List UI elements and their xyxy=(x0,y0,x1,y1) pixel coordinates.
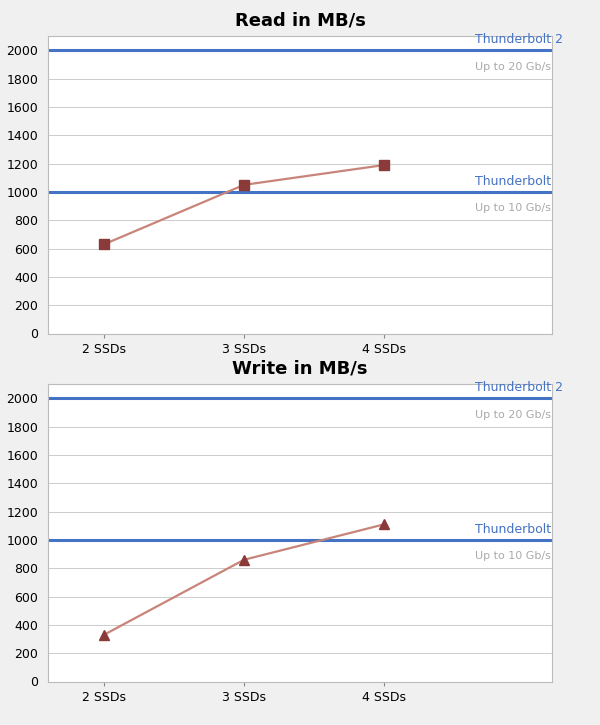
Text: Up to 20 Gb/s: Up to 20 Gb/s xyxy=(475,62,551,72)
Text: Thunderbolt: Thunderbolt xyxy=(475,175,551,188)
Text: Up to 20 Gb/s: Up to 20 Gb/s xyxy=(475,410,551,420)
Text: Up to 10 Gb/s: Up to 10 Gb/s xyxy=(475,203,551,213)
Text: Up to 10 Gb/s: Up to 10 Gb/s xyxy=(475,551,551,561)
Text: Thunderbolt 2: Thunderbolt 2 xyxy=(475,381,563,394)
Text: Thunderbolt 2: Thunderbolt 2 xyxy=(475,33,563,46)
Title: Read in MB/s: Read in MB/s xyxy=(235,11,365,29)
Text: Thunderbolt: Thunderbolt xyxy=(475,523,551,536)
Title: Write in MB/s: Write in MB/s xyxy=(232,359,368,377)
